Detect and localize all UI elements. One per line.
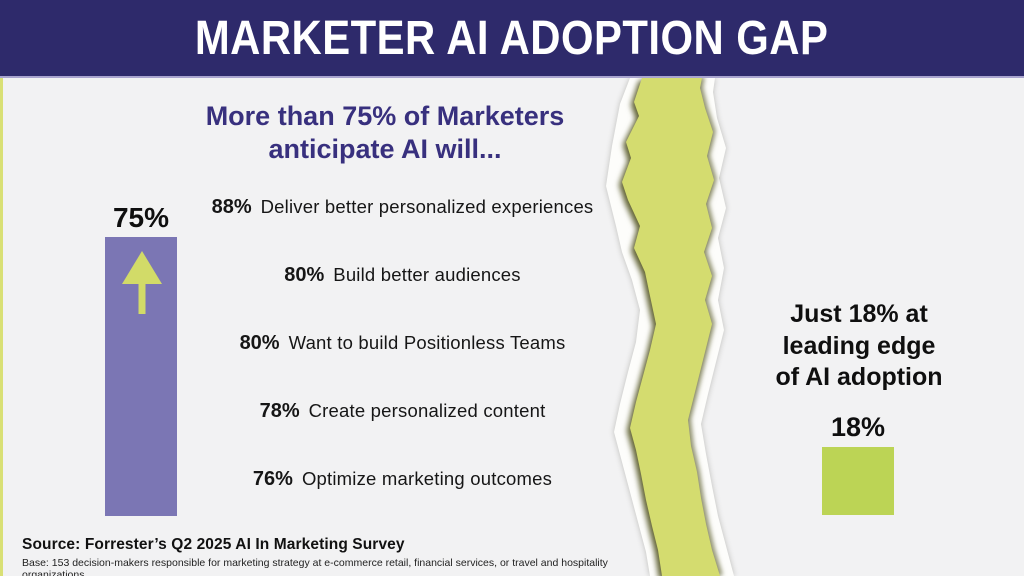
stat-percent: 78% <box>259 400 300 422</box>
footer: Source: Forrester’s Q2 2025 AI In Market… <box>22 536 652 576</box>
right-headline: Just 18% at leading edge of AI adoption <box>775 300 943 391</box>
stat-row: 78% Create personalized content <box>180 400 625 423</box>
stat-percent: 76% <box>252 468 293 490</box>
source-line: Source: Forrester’s Q2 2025 AI In Market… <box>22 536 405 553</box>
bar-18-value-label: 18% <box>830 412 886 442</box>
stat-label: Create personalized content <box>308 400 546 421</box>
stats-list: 88% Deliver better personalized experienc… <box>180 0 625 576</box>
stat-row: 76% Optimize marketing outcomes <box>180 468 625 491</box>
torn-paper-divider-icon <box>606 78 734 576</box>
stat-percent: 88% <box>211 196 252 218</box>
stat-row: 80% Want to build Positionless Teams <box>180 332 625 355</box>
bar-75-value-label: 75% <box>112 202 170 233</box>
stat-label: Optimize marketing outcomes <box>301 468 553 489</box>
base-note: Base: 153 decision-makers responsible fo… <box>22 557 608 576</box>
bar-75 <box>105 237 177 516</box>
stat-percent: 80% <box>284 264 325 286</box>
left-page-edge <box>0 78 3 576</box>
stat-label: Build better audiences <box>333 264 521 285</box>
stat-row: 88% Deliver better personalized experienc… <box>180 196 625 219</box>
left-subtitle: More than 75% of Marketers anticipate AI… <box>205 101 565 164</box>
header-banner: MARKETER AI ADOPTION GAP <box>0 0 1024 78</box>
bar-18 <box>822 447 894 515</box>
stat-row: 80% Build better audiences <box>180 264 625 287</box>
stat-label: Want to build Positionless Teams <box>288 332 566 353</box>
page-title: MARKETER AI ADOPTION GAP <box>195 9 829 65</box>
stat-label: Deliver better personalized experiences <box>260 196 594 217</box>
stat-percent: 80% <box>239 332 280 354</box>
arrow-up-icon <box>122 251 162 314</box>
